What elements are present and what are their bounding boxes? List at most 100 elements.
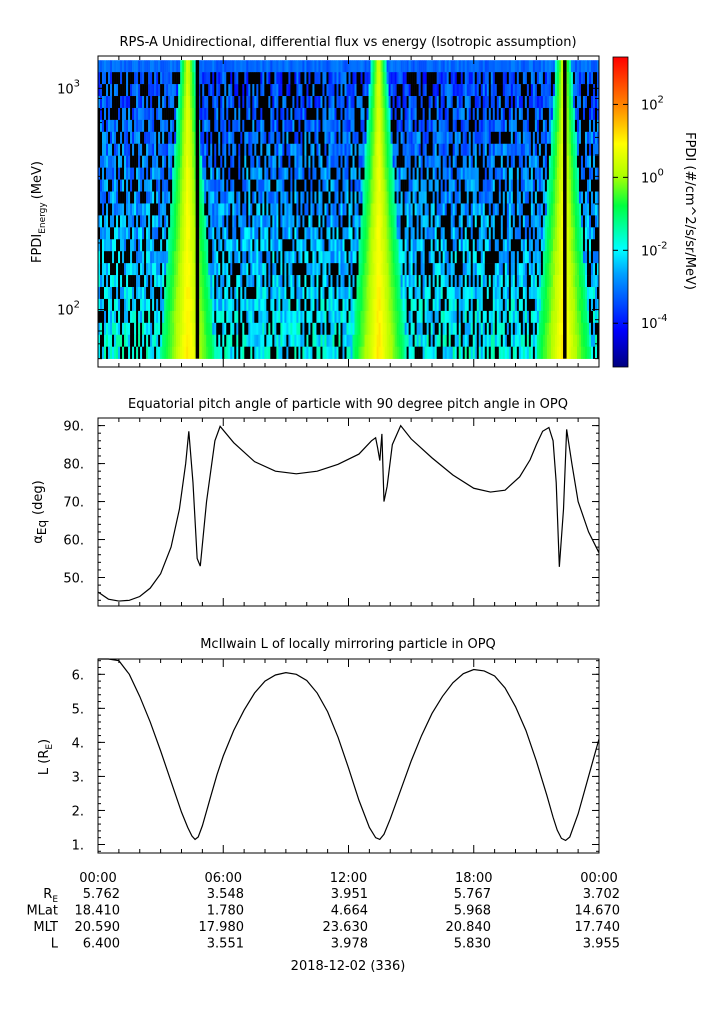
spectrogram-cell	[464, 203, 468, 216]
spectrogram-cell	[552, 215, 556, 228]
spectrogram-cell	[486, 179, 490, 192]
spectrogram-cell	[448, 72, 451, 85]
spectrogram-cell	[184, 72, 187, 85]
spectrogram-cell	[536, 72, 540, 85]
spectrogram-cell	[212, 143, 215, 157]
spectrogram-cell	[320, 131, 323, 145]
spectrogram-cell	[144, 287, 147, 300]
spectrogram-cell	[594, 239, 598, 252]
spectrogram-cell	[468, 107, 472, 121]
spectrogram-cell	[306, 119, 309, 133]
spectrogram-cell	[140, 131, 143, 145]
spectrogram-cell	[450, 96, 453, 109]
spectrogram-cell	[518, 227, 522, 240]
spectrogram-cell	[340, 251, 343, 264]
spectrogram-cell	[376, 239, 379, 252]
spectrogram-cell	[204, 227, 207, 240]
spectrogram-cell	[578, 131, 582, 145]
spectrogram-cell	[216, 251, 219, 264]
spectrogram-cell	[414, 167, 417, 180]
spectrogram-cell	[188, 239, 191, 252]
spectrogram-cell	[514, 72, 518, 85]
spectrogram-cell	[398, 119, 401, 133]
spectrogram-cell	[362, 263, 365, 276]
spectrogram-cell	[460, 227, 464, 240]
spectrogram-cell	[216, 203, 219, 216]
spectrogram-cell	[160, 72, 163, 85]
spectrogram-cell	[264, 167, 267, 180]
spectrogram-cell	[120, 167, 123, 180]
spectrogram-cell	[316, 119, 319, 133]
spectrogram-cell	[406, 179, 409, 192]
spectrogram-cell	[552, 263, 556, 276]
spectrogram-cell	[230, 251, 233, 264]
spectrogram-cell	[468, 251, 472, 264]
spectrogram-cell	[458, 84, 462, 97]
spectrogram-cell	[174, 179, 177, 192]
spectrogram-cell	[184, 215, 187, 228]
spectrogram-cell	[238, 263, 241, 276]
spectrogram-cell	[110, 107, 113, 121]
spectrogram-cell	[460, 155, 464, 168]
spectrogram-cell	[420, 155, 423, 168]
spectrogram-cell	[408, 119, 411, 133]
spectrogram-cell	[108, 179, 111, 192]
spectrogram-cell	[484, 287, 488, 300]
spectrogram-cell	[318, 179, 321, 192]
spectrogram-cell	[104, 143, 107, 157]
spectrogram-cell	[592, 96, 596, 109]
spectrogram-cell	[532, 251, 536, 264]
spectrogram-cell	[246, 239, 249, 252]
spectrogram-cell	[126, 179, 129, 192]
spectrogram-cell	[130, 179, 133, 192]
spectrogram-cell	[126, 84, 129, 97]
spectrogram-cell	[324, 179, 327, 192]
spectrogram-cell	[590, 72, 594, 85]
spectrogram-cell	[478, 107, 482, 121]
spectrogram-cell	[592, 215, 596, 228]
spectrogram-cell	[268, 191, 271, 204]
spectrogram-cell	[488, 155, 492, 168]
spectrogram-cell	[426, 155, 429, 168]
spectrogram-cell	[174, 155, 177, 168]
spectrogram-cell	[146, 215, 149, 228]
spectrogram-cell	[284, 119, 287, 133]
spectrogram-cell	[460, 96, 464, 109]
spectrogram-cell	[396, 275, 399, 288]
spectrogram-cell	[468, 60, 472, 73]
spectrogram-cell	[512, 239, 516, 252]
spectrogram-cell	[512, 191, 516, 204]
spectrogram-cell	[174, 167, 177, 180]
spectrogram-cell	[114, 107, 117, 121]
spectrogram-cell	[362, 60, 365, 73]
spectrogram-cell	[364, 72, 367, 85]
spectrogram-cell	[552, 239, 556, 252]
spectrogram-cell	[496, 215, 500, 228]
spectrogram-cell	[392, 84, 395, 97]
spectrogram-cell	[494, 107, 498, 121]
spectrogram-cell	[302, 191, 305, 204]
spectrogram-cell	[180, 60, 183, 73]
spectrogram-cell	[582, 96, 586, 109]
spectrogram-cell	[134, 60, 137, 73]
spectrogram-cell	[552, 203, 556, 216]
spectrogram-cell	[114, 251, 117, 264]
spectrogram-cell	[344, 143, 347, 157]
spectrogram-cell	[544, 84, 548, 97]
spectrogram-cell	[372, 203, 375, 216]
spectrogram-cell	[522, 287, 526, 300]
spectrogram-cell	[540, 131, 544, 145]
spectrogram-cell	[200, 179, 203, 192]
spectrogram-cell	[560, 215, 564, 228]
spectrogram-cell	[432, 143, 435, 157]
spectrogram-cell	[300, 155, 303, 168]
spectrogram-cell	[504, 203, 508, 216]
spectrogram-cell	[516, 203, 520, 216]
spectrogram-cell	[394, 131, 397, 145]
spectrogram-cell	[120, 287, 123, 300]
spectrogram-cell	[546, 155, 550, 168]
spectrogram-cell	[122, 155, 125, 168]
spectrogram-cell	[168, 119, 171, 133]
spectrogram-cell	[280, 72, 283, 85]
spectrogram-cell	[314, 131, 317, 145]
